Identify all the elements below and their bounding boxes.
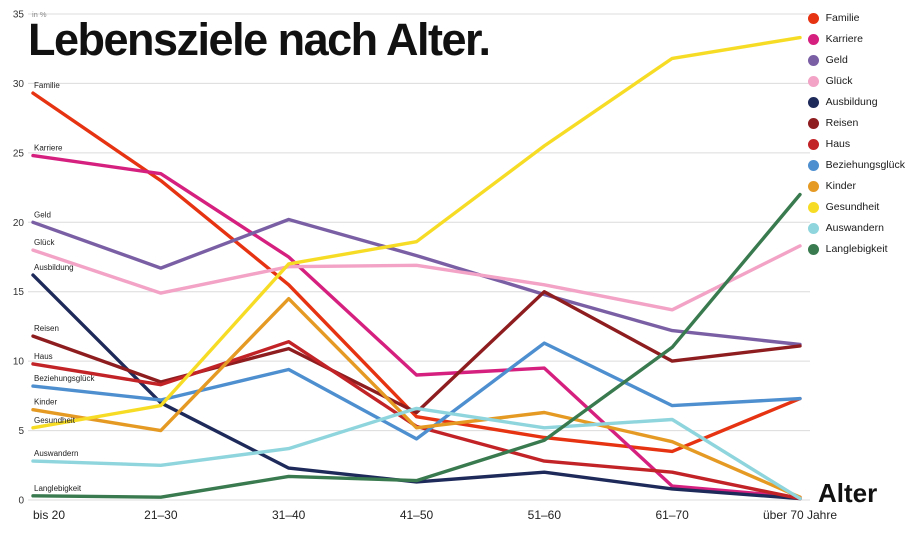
legend-item: Haus: [807, 138, 905, 150]
legend-item: Glück: [807, 75, 905, 87]
series-line: [31, 192, 802, 499]
legend-label: Familie: [825, 12, 860, 24]
series-start-label: Glück: [34, 238, 55, 247]
series-start-label: Geld: [34, 210, 51, 219]
series-line: [31, 341, 802, 441]
series-start-label: Kinder: [34, 398, 57, 407]
y-axis-tick-label: 0: [18, 496, 24, 507]
y-axis-tick-label: 35: [13, 10, 25, 21]
x-axis-title: Alter: [818, 478, 877, 508]
legend-item: Gesundheit: [807, 201, 905, 213]
y-axis-tick-label: 15: [13, 287, 25, 298]
y-axis-tick-label: 25: [13, 148, 25, 159]
x-axis-tick-label: 61–70: [655, 508, 689, 522]
legend-dot-icon: [807, 54, 819, 66]
legend-dot-icon: [807, 33, 819, 45]
series-start-label: Langlebigkeit: [34, 484, 82, 493]
legend-label: Auswandern: [825, 222, 884, 234]
legend-dot-icon: [807, 75, 819, 87]
legend-label: Geld: [825, 54, 848, 66]
legend-label: Beziehungsglück: [825, 159, 905, 171]
legend-label: Kinder: [825, 180, 856, 192]
legend-dot-icon: [807, 117, 819, 129]
legend-dot-icon: [807, 222, 819, 234]
series-start-label: Karriere: [34, 144, 63, 153]
series-start-label: Familie: [34, 81, 60, 90]
legend-item: Auswandern: [807, 222, 905, 234]
legend-label: Karriere: [825, 33, 863, 45]
legend-dot-icon: [807, 243, 819, 255]
legend-label: Langlebigkeit: [825, 243, 888, 255]
legend-item: Karriere: [807, 33, 905, 45]
x-axis-tick-label: über 70 Jahre: [763, 508, 837, 522]
series-start-label: Ausbildung: [34, 263, 74, 272]
legend-label: Glück: [825, 75, 853, 87]
series-line: [31, 35, 802, 430]
series-start-label: Haus: [34, 352, 53, 361]
legend-dot-icon: [807, 201, 819, 213]
series-start-label: Gesundheit: [34, 416, 76, 425]
series-start-label: Reisen: [34, 324, 59, 333]
series-start-label: Beziehungsglück: [34, 374, 95, 383]
legend-label: Haus: [825, 138, 851, 150]
x-axis-tick-label: bis 20: [33, 508, 65, 522]
chart-title: Lebensziele nach Alter.: [28, 14, 491, 65]
legend-item: Familie: [807, 12, 905, 24]
x-axis-tick-label: 41–50: [400, 508, 434, 522]
legend-dot-icon: [807, 138, 819, 150]
legend-label: Ausbildung: [825, 96, 878, 108]
y-axis-tick-label: 10: [13, 357, 25, 368]
legend-label: Gesundheit: [825, 201, 880, 213]
legend-dot-icon: [807, 180, 819, 192]
legend-item: Kinder: [807, 180, 905, 192]
x-axis-tick-label: 21–30: [144, 508, 178, 522]
legend-item: Ausbildung: [807, 96, 905, 108]
y-axis-tick-label: 5: [18, 426, 24, 437]
series-line: [31, 340, 802, 501]
series-line: [31, 244, 802, 312]
series-line: [31, 91, 802, 454]
series-start-label: Auswandern: [34, 449, 78, 458]
series-line: [31, 153, 802, 499]
legend: Familie Karriere Geld Glück Ausbildung Reisen…: [807, 12, 905, 255]
series-line: [31, 290, 802, 415]
legend-item: Reisen: [807, 117, 905, 129]
x-axis-tick-label: 51–60: [528, 508, 562, 522]
x-axis-tick-label: 31–40: [272, 508, 306, 522]
legend-dot-icon: [807, 96, 819, 108]
series-line: [31, 217, 802, 347]
legend-item: Beziehungsglück: [807, 159, 905, 171]
legend-item: Geld: [807, 54, 905, 66]
y-axis-tick-label: 30: [13, 79, 25, 90]
series-line: [31, 297, 802, 499]
legend-item: Langlebigkeit: [807, 243, 905, 255]
series-line: [31, 406, 802, 501]
legend-label: Reisen: [825, 117, 859, 129]
legend-dot-icon: [807, 12, 819, 24]
y-axis-tick-label: 20: [13, 218, 25, 229]
y-axis-unit-label: in %: [32, 10, 47, 19]
legend-dot-icon: [807, 159, 819, 171]
